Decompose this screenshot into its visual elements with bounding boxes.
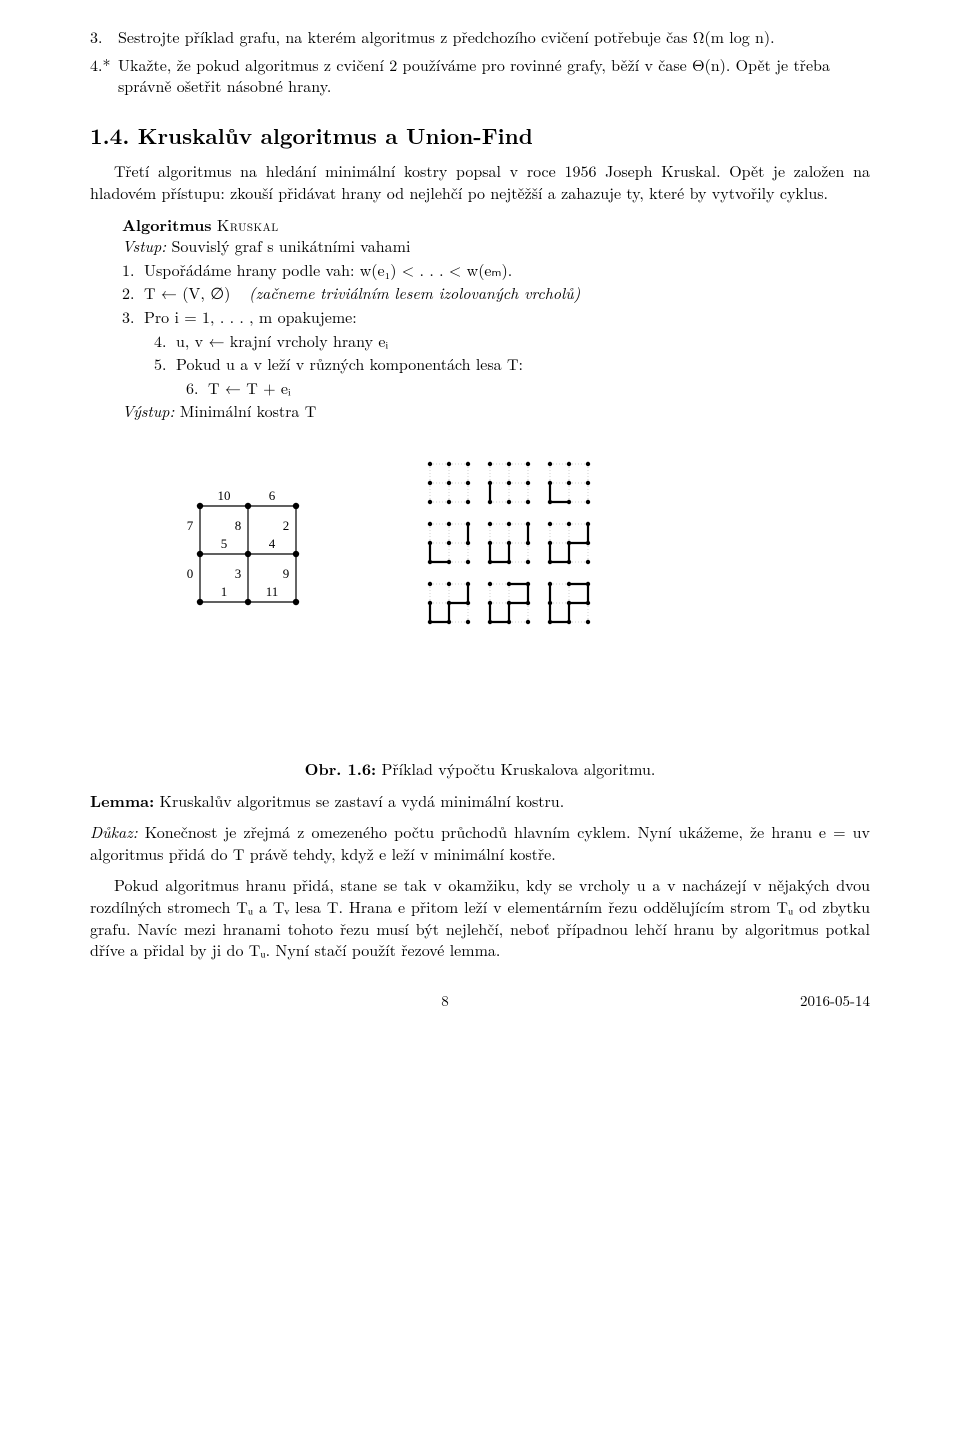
algo-label: Algoritmus — [122, 213, 212, 236]
section-heading: 1.4. Kruskalův algoritmus a Union-Find — [90, 121, 870, 151]
output-text: Minimální kostra T — [180, 399, 317, 422]
figure: 10678254039111 Obr. 1.6: Příklad výpočtu… — [90, 446, 870, 780]
svg-text:3: 3 — [235, 566, 242, 581]
step-text: Pokud u a v leží v různých komponentách … — [176, 352, 523, 375]
caption-prefix: Obr. 1.6: — [305, 757, 376, 780]
lemma-text: Kruskalův algoritmus se zastaví a vydá m… — [160, 789, 565, 812]
page-footer: 8 2016-05-14 — [90, 991, 870, 1011]
algo-step: 3.Pro i = 1, . . . , m opakujeme: — [122, 306, 870, 328]
algorithm-title: Algoritmus Kruskal — [122, 214, 870, 236]
exercise-text: Sestrojte příklad grafu, na kterém algor… — [118, 25, 775, 48]
figure-caption: Obr. 1.6: Příklad výpočtu Kruskalova alg… — [90, 758, 870, 780]
svg-text:8: 8 — [235, 518, 242, 533]
output-label: Výstup: — [122, 399, 174, 422]
caption-text: Příklad výpočtu Kruskalova algoritmu. — [381, 757, 655, 780]
figure-svg: 10678254039111 — [130, 446, 830, 746]
svg-text:7: 7 — [187, 518, 194, 533]
page-number: 8 — [441, 991, 449, 1011]
lemma-label: Lemma: — [90, 789, 154, 812]
svg-text:10: 10 — [218, 488, 231, 503]
proof-label: Důkaz: — [90, 820, 138, 843]
exercise-number: 3. — [90, 26, 118, 48]
footer-date: 2016-05-14 — [800, 991, 870, 1011]
svg-text:0: 0 — [187, 566, 194, 581]
section-title: Kruskalův algoritmus a Union-Find — [138, 120, 533, 151]
proof-para-1: Důkaz: Konečnost je zřejmá z omezeného p… — [90, 821, 870, 864]
algo-step: 6.T ← T + eᵢ — [122, 377, 870, 399]
algorithm-block: Algoritmus Kruskal Vstup: Souvislý graf … — [122, 214, 870, 422]
algo-step: 2.T ← (V, ∅) (začneme triviálním lesem i… — [122, 282, 870, 304]
algo-name: Kruskal — [217, 213, 279, 236]
proof-text-1: Konečnost je zřejmá z omezeného počtu pr… — [90, 820, 870, 865]
step-number: 1. — [122, 259, 144, 281]
svg-text:5: 5 — [221, 536, 228, 551]
algorithm-input: Vstup: Souvislý graf s unikátními vahami — [122, 235, 870, 257]
exercise-text: Ukažte, že pokud algoritmus z cvičení 2 … — [118, 53, 830, 98]
lemma: Lemma: Kruskalův algoritmus se zastaví a… — [90, 790, 870, 812]
step-number: 6. — [186, 377, 208, 399]
step-text: u, v ← krajní vrcholy hrany eᵢ — [176, 329, 388, 352]
input-label: Vstup: — [122, 234, 166, 257]
algo-step: 5.Pokud u a v leží v různých komponentác… — [122, 353, 870, 375]
algorithm-output: Výstup: Minimální kostra T — [122, 400, 870, 422]
svg-text:11: 11 — [266, 584, 279, 599]
proof-para-2: Pokud algoritmus hranu přidá, stane se t… — [90, 874, 870, 960]
algo-step: 4.u, v ← krajní vrcholy hrany eᵢ — [122, 330, 870, 352]
step-text: Uspořádáme hrany podle vah: w(e₁) < . . … — [144, 258, 512, 281]
intro-paragraph: Třetí algoritmus na hledání minimální ko… — [90, 160, 870, 203]
section-number: 1.4. — [90, 120, 129, 151]
exercise-3: 3.Sestrojte příklad grafu, na kterém alg… — [90, 26, 870, 48]
step-text: Pro i = 1, . . . , m opakujeme: — [144, 305, 357, 328]
svg-text:2: 2 — [283, 518, 290, 533]
step-text: T ← (V, ∅) (začneme triviálním lesem izo… — [144, 281, 580, 304]
exercise-number: 4.* — [90, 54, 118, 76]
input-text: Souvislý graf s unikátními vahami — [172, 234, 411, 257]
exercise-4: 4.*Ukažte, že pokud algoritmus z cvičení… — [90, 54, 870, 97]
svg-text:9: 9 — [283, 566, 290, 581]
step-number: 3. — [122, 306, 144, 328]
step-text: T ← T + eᵢ — [208, 376, 291, 399]
svg-text:6: 6 — [269, 488, 276, 503]
algo-step: 1.Uspořádáme hrany podle vah: w(e₁) < . … — [122, 259, 870, 281]
svg-text:4: 4 — [269, 536, 276, 551]
step-number: 5. — [154, 353, 176, 375]
svg-text:1: 1 — [221, 584, 228, 599]
algorithm-steps: 1.Uspořádáme hrany podle vah: w(e₁) < . … — [122, 259, 870, 399]
step-number: 4. — [154, 330, 176, 352]
step-number: 2. — [122, 282, 144, 304]
